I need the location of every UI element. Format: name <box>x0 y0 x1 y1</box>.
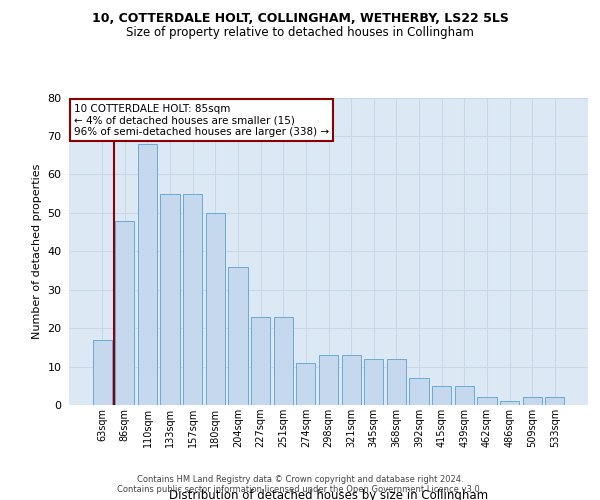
Bar <box>364 359 383 405</box>
Bar <box>92 340 112 405</box>
Bar <box>160 194 180 405</box>
Bar <box>523 398 542 405</box>
Bar <box>500 401 519 405</box>
Text: Contains HM Land Registry data © Crown copyright and database right 2024.: Contains HM Land Registry data © Crown c… <box>137 475 463 484</box>
Bar <box>319 355 338 405</box>
Bar <box>477 398 497 405</box>
Bar <box>206 213 225 405</box>
Text: Size of property relative to detached houses in Collingham: Size of property relative to detached ho… <box>126 26 474 39</box>
Bar <box>115 220 134 405</box>
Bar <box>183 194 202 405</box>
Text: Contains public sector information licensed under the Open Government Licence v3: Contains public sector information licen… <box>118 485 482 494</box>
Bar <box>229 266 248 405</box>
Bar <box>138 144 157 405</box>
Bar <box>545 398 565 405</box>
Bar <box>274 316 293 405</box>
Bar <box>432 386 451 405</box>
Bar <box>251 316 270 405</box>
Bar <box>341 355 361 405</box>
Bar <box>296 362 316 405</box>
Bar <box>387 359 406 405</box>
X-axis label: Distribution of detached houses by size in Collingham: Distribution of detached houses by size … <box>169 489 488 500</box>
Text: 10 COTTERDALE HOLT: 85sqm
← 4% of detached houses are smaller (15)
96% of semi-d: 10 COTTERDALE HOLT: 85sqm ← 4% of detach… <box>74 104 329 137</box>
Bar <box>455 386 474 405</box>
Bar <box>409 378 428 405</box>
Y-axis label: Number of detached properties: Number of detached properties <box>32 164 41 339</box>
Text: 10, COTTERDALE HOLT, COLLINGHAM, WETHERBY, LS22 5LS: 10, COTTERDALE HOLT, COLLINGHAM, WETHERB… <box>92 12 508 26</box>
